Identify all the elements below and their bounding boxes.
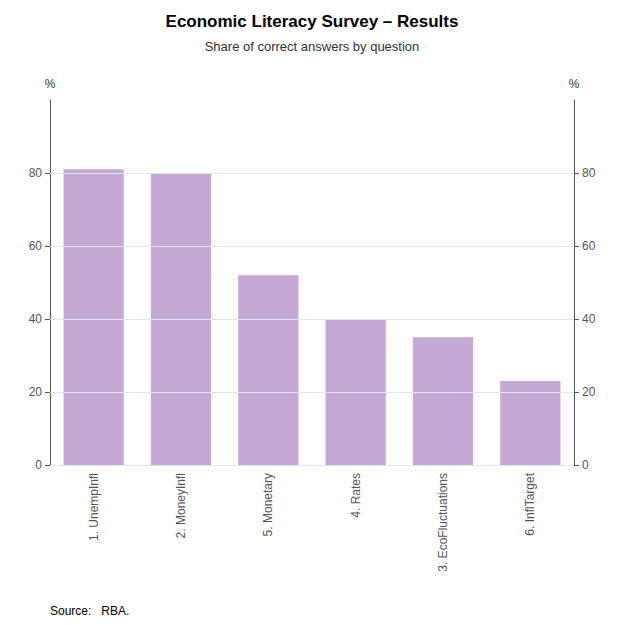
svg-text:0: 0 — [582, 458, 589, 472]
svg-text:60: 60 — [582, 239, 596, 253]
svg-text:20: 20 — [582, 385, 596, 399]
svg-text:40: 40 — [582, 312, 596, 326]
svg-text:1. UnempInfl: 1. UnempInfl — [87, 473, 101, 541]
svg-text:2. MoneyInfl: 2. MoneyInfl — [174, 473, 188, 538]
svg-text:Share of correct answers by qu: Share of correct answers by question — [205, 39, 420, 54]
svg-text:Economic Literacy Survey – Res: Economic Literacy Survey – Results — [166, 12, 459, 31]
svg-text:80: 80 — [582, 166, 596, 180]
svg-text:%: % — [569, 77, 580, 91]
svg-text:3. EcoFluctuations: 3. EcoFluctuations — [436, 473, 450, 572]
svg-text:4. Rates: 4. Rates — [349, 473, 363, 518]
svg-text:5. Monetary: 5. Monetary — [261, 473, 275, 536]
svg-text:60: 60 — [29, 239, 43, 253]
svg-text:20: 20 — [29, 385, 43, 399]
svg-text:6. InflTarget: 6. InflTarget — [523, 472, 537, 535]
svg-text:40: 40 — [29, 312, 43, 326]
svg-text:80: 80 — [29, 166, 43, 180]
svg-text:0: 0 — [35, 458, 42, 472]
svg-text:Source: RBA.: Source: RBA. — [50, 604, 129, 618]
svg-text:%: % — [45, 77, 56, 91]
